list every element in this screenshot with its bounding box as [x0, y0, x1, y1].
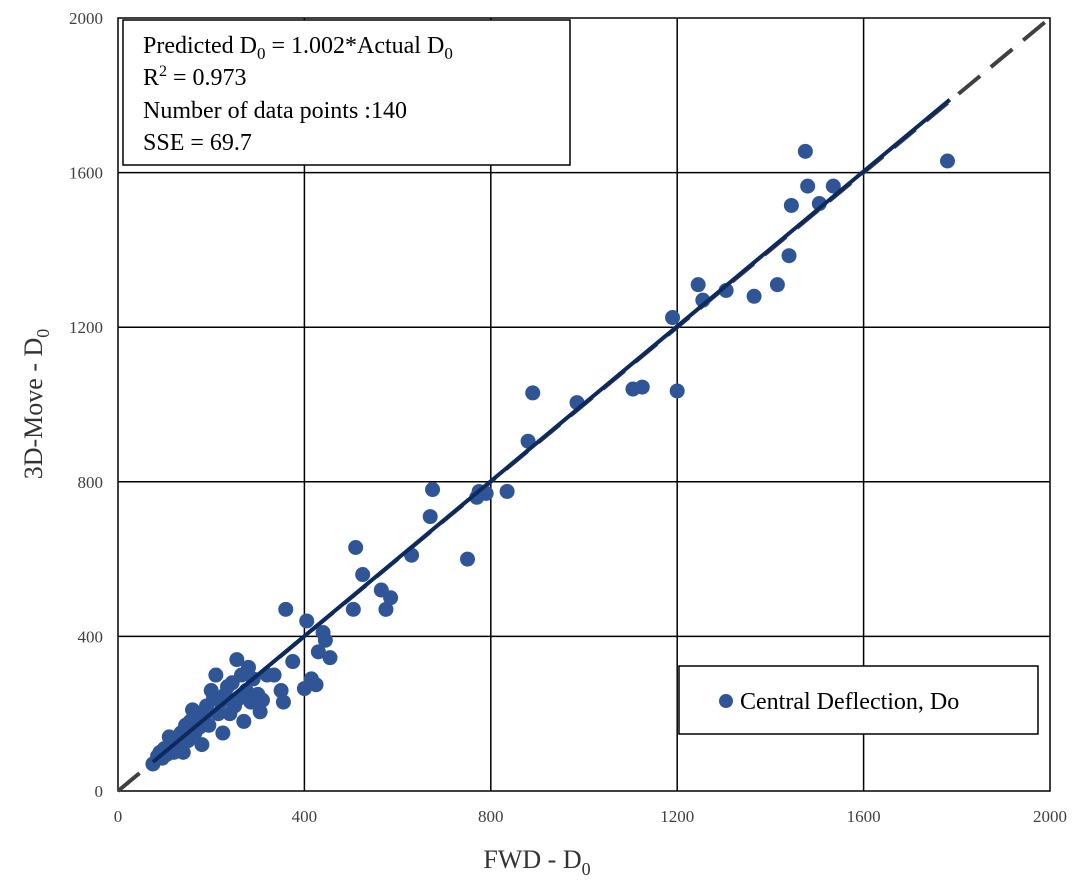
y-axis-title: 3D-Move - D0 [19, 329, 53, 480]
data-point-80 [669, 383, 685, 399]
data-point-85 [769, 277, 785, 293]
data-point-68 [425, 482, 441, 498]
y-tick-label-5: 2000 [69, 9, 103, 28]
x-tick-label-3: 1200 [660, 807, 694, 826]
data-point-58 [317, 632, 333, 648]
annotation-r-squared: R2 = 0.973 [143, 63, 247, 91]
data-point-29 [215, 725, 231, 741]
data-point-60 [345, 601, 361, 617]
data-point-69 [460, 551, 475, 567]
annotation-data-points: Number of data points :140 [143, 98, 407, 124]
data-point-12 [175, 744, 191, 760]
data-point-73 [499, 483, 515, 499]
legend-label: Central Deflection, Do [740, 689, 959, 715]
y-tick-label-0: 0 [95, 782, 104, 801]
y-tick-label-3: 1200 [69, 318, 103, 337]
x-tick-label-5: 2000 [1033, 807, 1067, 826]
data-point-40 [240, 659, 256, 675]
y-tick-labels: 0 400 800 1200 1600 2000 [69, 9, 103, 801]
data-point-75 [525, 385, 541, 401]
data-point-26 [208, 667, 224, 683]
fit-line [151, 98, 952, 764]
data-point-67 [422, 509, 438, 525]
data-point-56 [310, 644, 326, 660]
data-point-65 [383, 590, 399, 606]
data-point-79 [665, 310, 681, 326]
x-tick-labels: 0 400 800 1200 1600 2000 [114, 807, 1067, 826]
data-point-78 [634, 379, 650, 395]
data-point-45 [254, 692, 270, 708]
legend-marker [719, 694, 733, 708]
data-point-84 [746, 288, 762, 304]
x-tick-label-2: 800 [478, 807, 504, 826]
data-point-49 [275, 694, 291, 710]
data-point-92 [939, 153, 955, 169]
legend: Central Deflection, Do [678, 665, 1039, 735]
y-tick-label-4: 1600 [69, 164, 103, 183]
x-tick-label-1: 400 [292, 807, 318, 826]
data-point-89 [800, 178, 816, 194]
data-point-86 [781, 248, 797, 264]
annotation-equation: Predicted D0 = 1.002*Actual D0 [143, 33, 453, 63]
data-point-59 [322, 650, 338, 666]
data-point-35 [229, 652, 245, 668]
data-point-53 [299, 613, 315, 629]
data-point-61 [348, 540, 364, 556]
annotation-sse: SSE = 69.7 [143, 130, 252, 156]
data-point-44 [252, 704, 268, 720]
data-point-48 [273, 683, 289, 699]
data-point-55 [308, 677, 324, 693]
data-point-51 [285, 654, 301, 670]
data-point-91 [825, 178, 841, 194]
data-point-88 [797, 143, 813, 159]
y-tick-label-1: 400 [78, 627, 104, 646]
y-tick-label-2: 800 [78, 473, 104, 492]
data-point-20 [194, 737, 210, 753]
data-point-47 [266, 667, 282, 683]
annotation-box: Predicted D0 = 1.002*Actual D0 R2 = 0.97… [122, 19, 571, 166]
data-point-62 [355, 567, 371, 583]
data-point-38 [236, 713, 252, 729]
data-point-64 [378, 601, 394, 617]
data-point-87 [783, 197, 799, 213]
x-tick-label-4: 1600 [847, 807, 881, 826]
x-axis-title: FWD - D0 [483, 845, 590, 879]
x-tick-label-0: 0 [114, 807, 123, 826]
data-point-50 [278, 601, 294, 617]
data-point-81 [690, 277, 706, 293]
data-point-23 [201, 717, 217, 733]
